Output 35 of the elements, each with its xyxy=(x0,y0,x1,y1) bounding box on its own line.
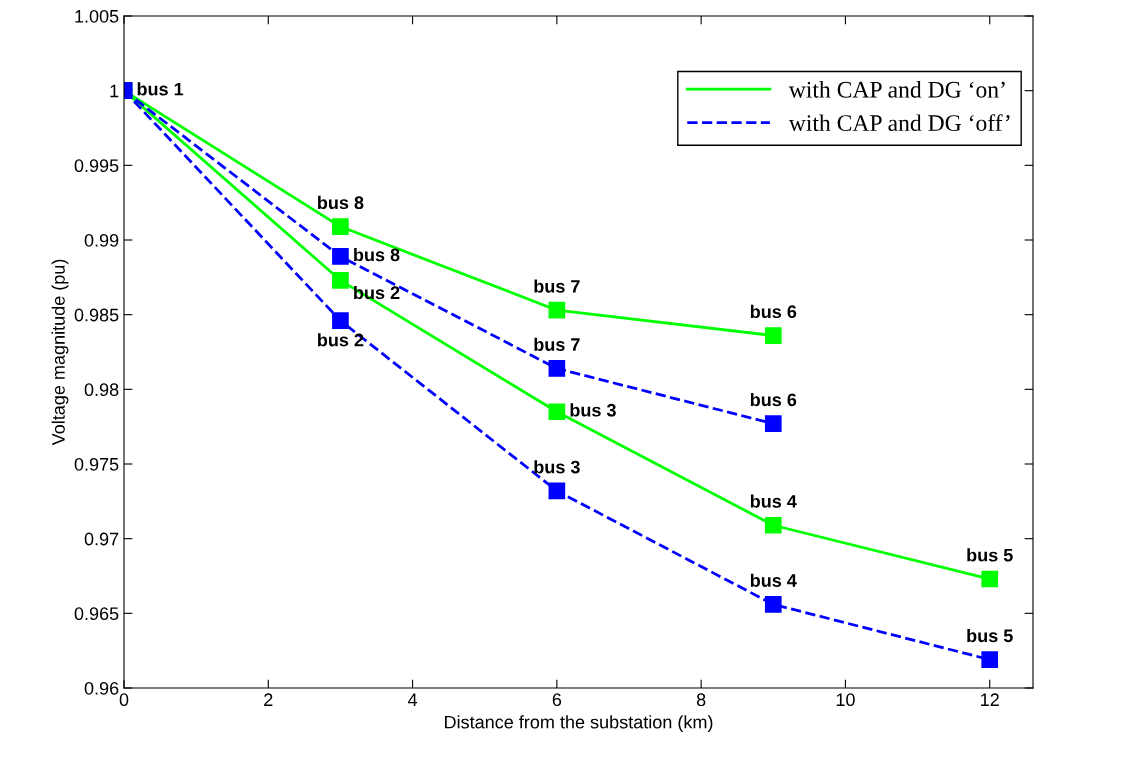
x-tick-label: 6 xyxy=(552,693,562,707)
x-tick-label: 10 xyxy=(836,693,855,707)
y-tick-label: 0.965 xyxy=(74,607,119,621)
annotation: bus 5 xyxy=(967,628,1013,643)
y-tick-label: 1 xyxy=(110,84,119,98)
x-tick-label: 2 xyxy=(264,693,273,706)
y-tick-label: 0.97 xyxy=(84,532,119,546)
y-tick-label: 1.005 xyxy=(75,9,119,23)
x-tick-label: 0 xyxy=(119,693,129,707)
annotation: bus 8 xyxy=(318,195,364,210)
legend-label: with CAP and DG ‘on’ xyxy=(788,81,1005,98)
y-tick-label: 0.98 xyxy=(84,383,119,397)
x-tick-label: 4 xyxy=(407,693,418,706)
y-tick-label: 0.99 xyxy=(84,233,119,247)
y-tick-label: 0.995 xyxy=(74,159,119,173)
annotation: bus 6 xyxy=(750,304,797,319)
annotation: bus 7 xyxy=(534,337,580,351)
y-tick-label: 0.975 xyxy=(74,457,119,471)
annotation: bus 7 xyxy=(534,279,580,293)
x-tick-label: 8 xyxy=(696,693,706,707)
legend-label: with CAP and DG ‘off’ xyxy=(788,114,1010,132)
x-axis-title: Distance from the substation (km) xyxy=(445,715,713,733)
annotation: bus 4 xyxy=(750,573,797,587)
x-tick-label: 12 xyxy=(981,693,999,706)
annotation: bus 8 xyxy=(354,248,400,262)
annotation: bus 1 xyxy=(137,82,184,96)
annotation: bus 6 xyxy=(750,392,797,407)
y-tick-label: 0.96 xyxy=(84,681,119,695)
annotation: bus 2 xyxy=(318,333,364,347)
annotation: bus 3 xyxy=(534,460,580,474)
y-tick-label: 0.985 xyxy=(74,308,119,322)
annotation: bus 3 xyxy=(570,403,616,417)
y-axis-title: Voltage magnitude (pu) xyxy=(51,259,69,446)
annotation: bus 4 xyxy=(750,494,797,508)
annotation: bus 5 xyxy=(967,548,1013,562)
